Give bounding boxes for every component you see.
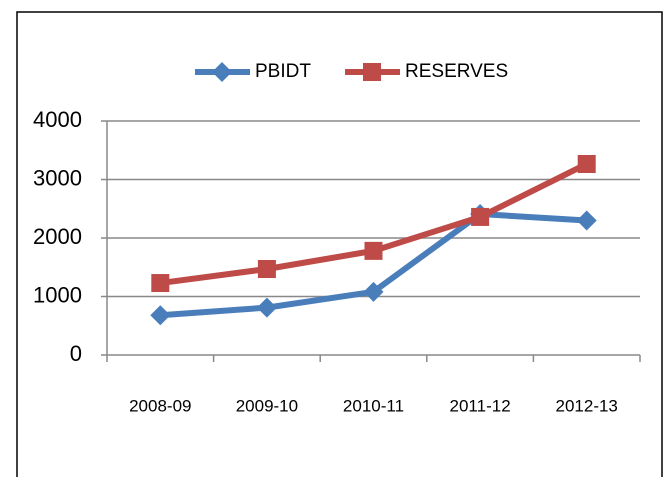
x-tick-label: 2012-13 (556, 396, 618, 415)
legend-marker (363, 63, 381, 81)
data-point (364, 241, 383, 260)
data-point (471, 207, 490, 226)
data-point (257, 260, 276, 279)
x-tick-label: 2010-11 (343, 396, 404, 415)
y-tick-label: 2000 (33, 224, 82, 249)
y-tick-label: 0 (70, 341, 82, 366)
data-point (576, 210, 597, 231)
legend-label: PBIDT (255, 61, 311, 82)
data-point (363, 281, 384, 302)
legend-marker (212, 62, 232, 82)
series-line (159, 161, 589, 287)
data-point (256, 297, 277, 318)
y-tick-label: 4000 (33, 107, 82, 132)
data-point (150, 305, 171, 326)
chart-frame (16, 11, 663, 477)
y-tick-label: 3000 (33, 165, 82, 190)
x-tick-label: 2009-10 (236, 396, 298, 415)
legend-label: RESERVES (405, 61, 508, 82)
x-tick-label: 2008-09 (129, 396, 191, 415)
data-point (151, 274, 170, 293)
data-point (577, 154, 596, 173)
x-tick-label: 2011-12 (450, 396, 511, 415)
y-tick-label: 1000 (33, 282, 82, 307)
